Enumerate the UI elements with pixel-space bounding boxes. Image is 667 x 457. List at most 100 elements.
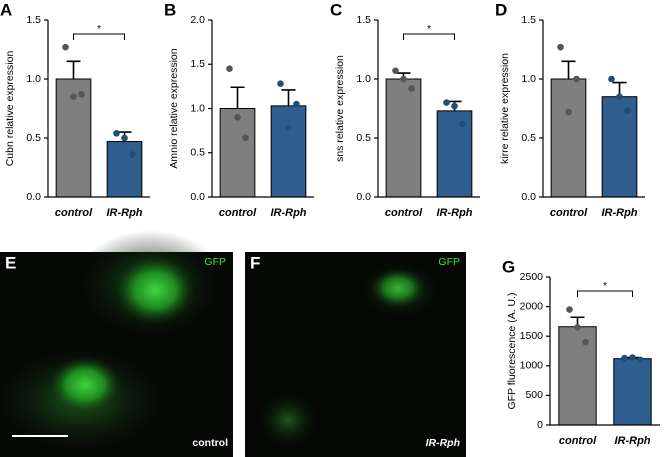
data-point (78, 91, 85, 98)
x-tick-label: IR-Rph (270, 207, 306, 219)
data-point (121, 134, 128, 142)
y-tick-label: 1.0 (26, 73, 41, 85)
data-point (629, 354, 636, 361)
panel-letter: F (250, 253, 260, 272)
x-tick-label: IR-Rph (106, 207, 142, 219)
y-axis-label: sns relative expression (334, 55, 346, 162)
x-tick-label: IR-Rph (436, 207, 472, 219)
bar (550, 78, 587, 198)
data-point (408, 85, 415, 92)
y-tick-label: 500 (525, 389, 543, 401)
y-tick-label: 2.0 (190, 14, 205, 26)
y-axis-label: Amnio relative expression (168, 48, 180, 168)
y-tick-label: 1.5 (26, 14, 41, 26)
bar (436, 110, 473, 198)
x-tick-label: control (550, 207, 588, 219)
significance-label: * (603, 280, 607, 292)
y-tick-label: 0.0 (190, 191, 205, 203)
channel-label: GFP (204, 256, 226, 268)
data-point (573, 75, 580, 83)
data-point (451, 102, 458, 110)
x-tick-label: control (559, 435, 597, 447)
y-tick-label: 0.5 (356, 132, 371, 144)
significance-label: * (427, 23, 431, 35)
panel-letter: A (0, 0, 12, 19)
data-point (277, 80, 284, 88)
y-axis-label: Cubn relative expression (4, 51, 16, 167)
y-tick-label: 0.5 (190, 147, 205, 159)
error-bar (230, 86, 245, 109)
bar (106, 141, 143, 198)
data-point (70, 93, 77, 100)
nucleus (113, 254, 197, 326)
data-point (129, 151, 136, 158)
error-bar (561, 60, 576, 79)
panel-letter: G (502, 257, 515, 276)
data-point (226, 65, 233, 72)
panel-letter: D (495, 0, 507, 19)
y-tick-label: 1.5 (190, 58, 205, 70)
data-point (557, 43, 564, 51)
data-point (621, 354, 628, 362)
data-point (566, 306, 573, 313)
y-tick-label: 0.5 (521, 132, 536, 144)
y-tick-label: 1.0 (521, 73, 536, 85)
y-tick-label: 1.5 (356, 14, 371, 26)
channel-label: GFP (438, 256, 460, 268)
y-tick-label: 1000 (520, 360, 544, 372)
data-point (443, 99, 450, 106)
data-point (608, 75, 615, 83)
error-bar (66, 60, 81, 79)
image-e: E GFP control (0, 230, 233, 457)
y-tick-label: 1.5 (521, 14, 536, 26)
y-tick-label: 1.0 (356, 73, 371, 85)
bar (219, 108, 256, 198)
y-axis-label: kirre relative expression (499, 53, 511, 164)
panel-letter: C (330, 0, 342, 19)
nucleus (47, 355, 123, 415)
data-point (637, 356, 644, 364)
y-tick-label: 0.0 (521, 191, 536, 203)
x-tick-label: control (385, 207, 423, 219)
y-tick-label: 2500 (520, 271, 544, 283)
significance-bracket (73, 33, 125, 40)
data-point (574, 324, 581, 331)
y-axis-label: GFP fluorescence (A. U.) (506, 292, 518, 409)
y-tick-label: 0.0 (26, 191, 41, 203)
y-tick-label: 2000 (520, 300, 544, 312)
data-point (400, 75, 407, 83)
significance-bracket (403, 33, 455, 40)
data-point (565, 108, 572, 116)
data-point (459, 120, 466, 128)
data-point (62, 43, 69, 51)
y-tick-label: 0.0 (356, 191, 371, 203)
image-f: F GFP IR-Rph (245, 252, 466, 457)
y-tick-label: 1.0 (190, 102, 205, 114)
y-tick-label: 0 (537, 419, 543, 431)
error-bar (281, 89, 296, 106)
y-tick-label: 1500 (520, 330, 544, 342)
data-point (582, 338, 589, 346)
bar (558, 326, 597, 426)
data-point (234, 114, 241, 121)
data-point (242, 134, 249, 142)
cell (258, 392, 318, 448)
x-tick-label: IR-Rph (601, 207, 637, 219)
data-point (113, 129, 120, 137)
significance-label: * (97, 23, 101, 35)
data-point (616, 93, 623, 100)
nucleus (370, 268, 426, 308)
bar (601, 96, 638, 198)
data-point (392, 67, 399, 75)
bar (270, 105, 307, 198)
y-tick-label: 0.5 (26, 132, 41, 144)
condition-label: IR-Rph (426, 437, 460, 449)
panel-letter: B (164, 0, 176, 19)
x-tick-label: control (219, 207, 257, 219)
bar (385, 78, 422, 198)
data-point (293, 100, 300, 108)
bar (613, 358, 652, 426)
significance-bracket (577, 290, 633, 297)
condition-label: control (192, 437, 228, 449)
